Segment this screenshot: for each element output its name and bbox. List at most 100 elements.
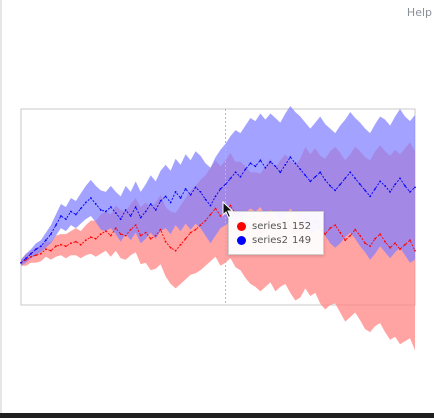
series1-point[interactable] — [124, 234, 127, 237]
series1-point[interactable] — [84, 239, 87, 242]
series2-point[interactable] — [219, 188, 222, 190]
series1-point[interactable] — [369, 245, 371, 248]
series2-point[interactable] — [344, 177, 347, 180]
series2-point[interactable] — [20, 261, 22, 264]
series2-point[interactable] — [30, 252, 32, 255]
series2-point[interactable] — [384, 185, 386, 187]
series2-point[interactable] — [149, 203, 152, 205]
series2-point[interactable] — [314, 175, 317, 178]
series1-point[interactable] — [359, 234, 361, 237]
series2-point[interactable] — [289, 156, 292, 159]
series2-point[interactable] — [104, 210, 107, 213]
series2-point[interactable] — [264, 166, 267, 169]
series1-point[interactable] — [144, 231, 147, 234]
series2-point[interactable] — [414, 186, 416, 189]
series1-point[interactable] — [109, 234, 112, 237]
series1-point[interactable] — [149, 237, 152, 240]
series1-point[interactable] — [65, 245, 67, 248]
series1-point[interactable] — [409, 239, 411, 242]
series2-point[interactable] — [319, 171, 322, 174]
series1-point[interactable] — [324, 233, 327, 236]
series2-point[interactable] — [239, 175, 242, 178]
series2-point[interactable] — [199, 191, 202, 193]
series1-point[interactable] — [75, 240, 77, 243]
series2-point[interactable] — [274, 165, 277, 168]
series1-point[interactable] — [199, 224, 202, 227]
series1-point[interactable] — [169, 246, 172, 249]
series1-point[interactable] — [414, 249, 416, 252]
series1-point[interactable] — [184, 237, 187, 240]
series2-point[interactable] — [184, 188, 187, 190]
series2-point[interactable] — [119, 218, 122, 221]
series2-point[interactable] — [294, 162, 297, 165]
series1-point[interactable] — [114, 227, 117, 230]
series2-point[interactable] — [399, 177, 401, 180]
series1-point[interactable] — [399, 248, 401, 251]
series2-point[interactable] — [389, 191, 391, 193]
series2-point[interactable] — [109, 206, 112, 208]
series2-point[interactable] — [329, 185, 332, 187]
series2-point[interactable] — [259, 159, 262, 162]
series1-point[interactable] — [334, 224, 337, 227]
series2-point[interactable] — [229, 177, 232, 180]
series1-point[interactable] — [70, 242, 72, 245]
series1-point[interactable] — [25, 258, 27, 261]
series1-point[interactable] — [35, 254, 37, 257]
series2-point[interactable] — [209, 204, 212, 207]
series2-point[interactable] — [179, 197, 182, 199]
series2-point[interactable] — [89, 197, 92, 199]
series2-point[interactable] — [65, 218, 67, 221]
series1-point[interactable] — [364, 242, 366, 245]
series2-point[interactable] — [369, 195, 371, 198]
series1-point[interactable] — [354, 228, 357, 231]
series2-point[interactable] — [304, 174, 307, 177]
series2-point[interactable] — [299, 168, 302, 171]
series1-point[interactable] — [229, 204, 232, 207]
series2-point[interactable] — [364, 189, 366, 192]
series1-point[interactable] — [119, 233, 122, 236]
series2-point[interactable] — [169, 201, 172, 204]
series2-point[interactable] — [194, 186, 197, 189]
series2-point[interactable] — [204, 198, 207, 201]
series2-point[interactable] — [269, 160, 272, 163]
series2-point[interactable] — [129, 215, 132, 217]
series2-point[interactable] — [139, 216, 142, 219]
series1-point[interactable] — [174, 249, 177, 252]
series1-point[interactable] — [349, 234, 352, 237]
series1-point[interactable] — [79, 243, 82, 246]
series1-point[interactable] — [50, 249, 52, 252]
series2-point[interactable] — [324, 179, 327, 181]
series2-point[interactable] — [244, 168, 247, 171]
series1-point[interactable] — [194, 228, 197, 231]
series1-point[interactable] — [94, 237, 97, 240]
series2-point[interactable] — [279, 171, 282, 174]
series1-point[interactable] — [209, 213, 212, 216]
series2-point[interactable] — [134, 206, 137, 208]
series1-point[interactable] — [404, 243, 406, 246]
series2-point[interactable] — [124, 209, 127, 211]
series1-point[interactable] — [214, 207, 217, 210]
series1-point[interactable] — [179, 243, 182, 246]
series1-point[interactable] — [389, 246, 391, 249]
series2-point[interactable] — [159, 200, 162, 202]
series2-point[interactable] — [379, 180, 381, 183]
series1-point[interactable] — [99, 233, 102, 236]
series1-point[interactable] — [379, 233, 381, 236]
series1-point[interactable] — [55, 245, 57, 248]
series2-point[interactable] — [359, 183, 361, 186]
series2-point[interactable] — [40, 245, 42, 248]
series2-point[interactable] — [374, 188, 376, 190]
series2-point[interactable] — [254, 165, 257, 168]
series2-point[interactable] — [214, 195, 217, 198]
series2-point[interactable] — [334, 189, 337, 192]
series2-point[interactable] — [224, 183, 227, 186]
series1-point[interactable] — [384, 240, 386, 243]
series2-point[interactable] — [75, 213, 77, 216]
series2-point[interactable] — [25, 257, 27, 260]
series1-point[interactable] — [104, 230, 107, 233]
series1-point[interactable] — [129, 228, 132, 231]
series2-point[interactable] — [84, 201, 87, 204]
help-link[interactable]: Help — [406, 6, 432, 19]
series2-point[interactable] — [144, 210, 147, 213]
